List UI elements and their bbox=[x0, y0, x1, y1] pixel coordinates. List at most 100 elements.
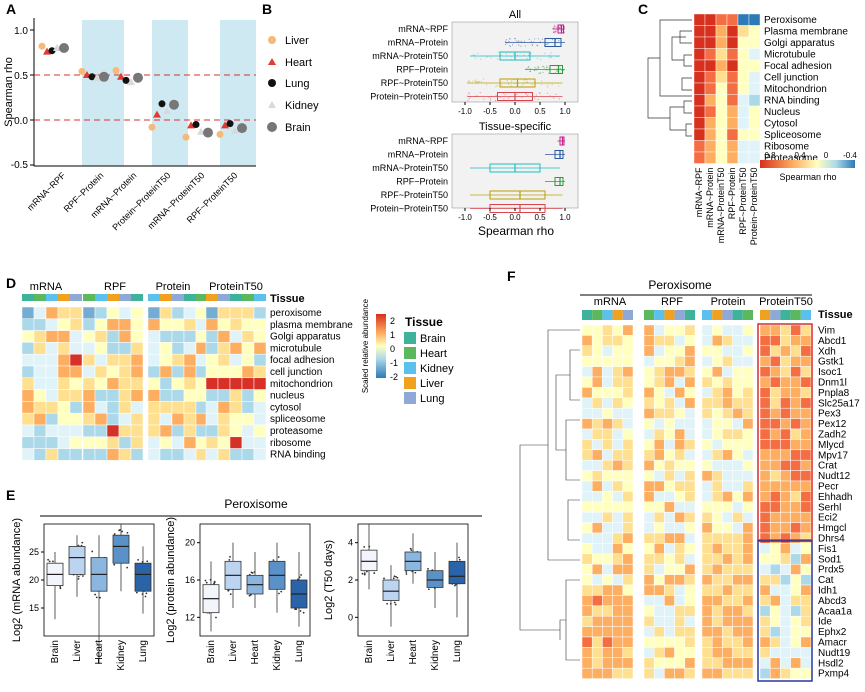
heatmap-cell bbox=[759, 449, 771, 461]
jitter-point bbox=[467, 99, 469, 101]
heatmap-cell bbox=[711, 543, 723, 555]
ytick-label: -0.5 bbox=[11, 160, 29, 171]
jitter-point bbox=[553, 30, 556, 32]
tissue-bar bbox=[800, 310, 811, 320]
jitter-point bbox=[272, 559, 275, 562]
heatmap-cell bbox=[701, 522, 713, 534]
heatmap-cell bbox=[780, 376, 791, 388]
heatmap-cell bbox=[711, 553, 723, 565]
heatmap-cell bbox=[790, 407, 802, 419]
heatmap-cell bbox=[800, 418, 812, 430]
heatmap-cell bbox=[780, 387, 791, 399]
jitter-point bbox=[548, 57, 551, 59]
heatmap-cell bbox=[183, 353, 197, 367]
heatmap-cell bbox=[759, 595, 771, 607]
jitter-point bbox=[543, 67, 545, 69]
heatmap-cell bbox=[800, 574, 812, 586]
heatmap-cell bbox=[732, 574, 744, 586]
jitter-point bbox=[395, 575, 397, 578]
heatmap-cell bbox=[711, 366, 723, 378]
heatmap-cell bbox=[643, 605, 655, 617]
heatmap-cell bbox=[591, 428, 603, 440]
gene-labels: VimAbcd1XdhGstk1Isoc1Dnm1lPnpla8Slc25a17… bbox=[818, 326, 860, 680]
heatmap-cell bbox=[726, 82, 739, 95]
heatmap-cell bbox=[769, 418, 781, 430]
heatmap-cell bbox=[130, 377, 144, 390]
heatmap-cell bbox=[715, 128, 728, 141]
jitter-point bbox=[526, 93, 528, 96]
heatmap-cell bbox=[612, 636, 624, 648]
heatmap-cell bbox=[800, 428, 812, 440]
heatmap-cell bbox=[748, 59, 761, 72]
jitter-point bbox=[396, 576, 399, 579]
heatmap-cell bbox=[732, 626, 744, 638]
heatmap-cell bbox=[664, 522, 675, 534]
heatmap-cell bbox=[780, 335, 791, 347]
heatmap-cell bbox=[684, 345, 696, 357]
heatmap-cell bbox=[217, 436, 231, 449]
heatmap-cell bbox=[643, 459, 655, 471]
heatmap-cell bbox=[800, 543, 812, 555]
heatmap-cell bbox=[664, 355, 675, 367]
heatmap-cell bbox=[130, 424, 144, 438]
heatmap-cells bbox=[693, 13, 761, 164]
heatmap-cell bbox=[253, 377, 267, 390]
jitter-point bbox=[477, 52, 479, 54]
column-label: RPF~Protein bbox=[727, 168, 737, 220]
heatmap-cell bbox=[217, 365, 231, 379]
heatmap-cell bbox=[253, 389, 267, 402]
row-label: RNA binding bbox=[270, 450, 326, 461]
gene-label: Xdh bbox=[818, 346, 836, 357]
heatmap-cell bbox=[715, 94, 728, 107]
jitter-point bbox=[562, 69, 565, 71]
heatmap-cell bbox=[159, 318, 173, 331]
heatmap-cell bbox=[130, 436, 144, 449]
jitter-point bbox=[563, 26, 566, 29]
x-axis-label: Spearman rho bbox=[478, 224, 554, 238]
heatmap-cell bbox=[21, 342, 35, 355]
heatmap-cell bbox=[800, 563, 812, 575]
heatmap-cell bbox=[229, 342, 243, 355]
heatmap-cell bbox=[664, 397, 675, 409]
heatmap-cell bbox=[800, 501, 812, 513]
heatmap-cell bbox=[701, 574, 713, 586]
heatmap-cell bbox=[701, 553, 713, 565]
heatmap-cell bbox=[722, 491, 733, 503]
heatmap-cell bbox=[171, 412, 185, 426]
heatmap-cell bbox=[253, 436, 267, 449]
tissue-bar bbox=[732, 310, 743, 320]
heatmap-cell bbox=[715, 13, 728, 26]
jitter-point bbox=[495, 94, 497, 97]
heatmap-cell bbox=[118, 306, 132, 320]
heatmap-cell bbox=[780, 439, 791, 451]
heatmap-cell bbox=[664, 324, 675, 336]
jitter-point bbox=[550, 52, 552, 54]
heatmap-cell bbox=[722, 428, 733, 440]
heatmap-cell bbox=[701, 376, 713, 388]
jitter-point bbox=[495, 85, 497, 88]
scale-label: Spearman rho bbox=[779, 172, 836, 182]
legend-label: Liver bbox=[285, 35, 309, 47]
heatmap-cell bbox=[241, 389, 255, 402]
heatmap-cell bbox=[33, 389, 47, 402]
heatmap-cell bbox=[591, 439, 603, 451]
band bbox=[82, 20, 124, 166]
heatmap-cell bbox=[674, 345, 686, 357]
heatmap-cell bbox=[183, 436, 197, 449]
jitter-point bbox=[510, 85, 512, 87]
heatmap-cell bbox=[684, 387, 696, 399]
jitter-point bbox=[523, 40, 526, 42]
heatmap-cell bbox=[800, 657, 812, 669]
legend-label: Liver bbox=[420, 378, 444, 390]
heatmap-cell bbox=[722, 605, 733, 617]
heatmap-cell bbox=[780, 428, 791, 440]
heatmap-cell bbox=[701, 595, 713, 607]
data-point bbox=[192, 121, 200, 128]
heatmap-cell bbox=[130, 330, 144, 343]
jitter-point bbox=[554, 24, 556, 27]
gene-label: Pnpla8 bbox=[818, 388, 850, 399]
heatmap-cell bbox=[622, 366, 634, 378]
jitter-point bbox=[405, 571, 408, 573]
legend-marker bbox=[267, 122, 277, 132]
